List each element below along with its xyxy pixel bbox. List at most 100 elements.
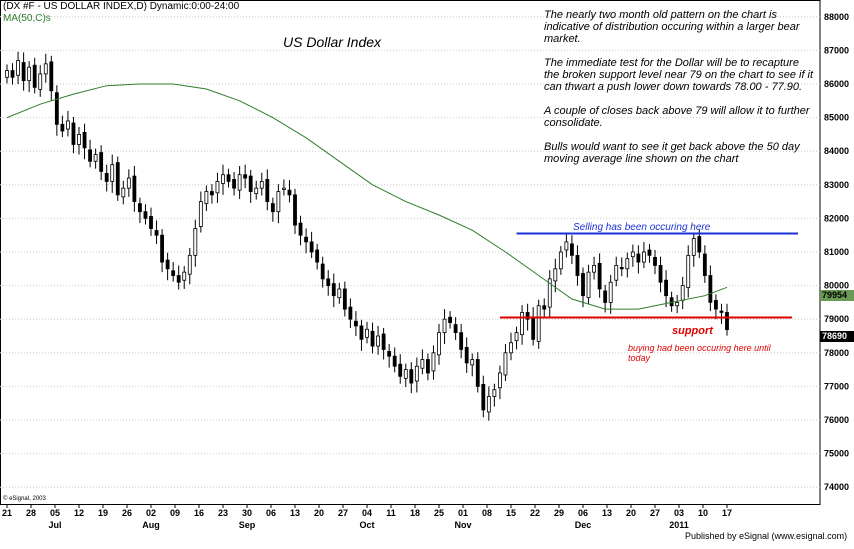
y-tick-label: 78000 <box>824 348 849 358</box>
x-tick-label: 13 <box>602 508 612 518</box>
y-tick-label: 81000 <box>824 247 849 257</box>
x-tick-label: 18 <box>410 508 420 518</box>
candle-body <box>348 306 353 320</box>
y-tick-label: 86000 <box>824 79 849 89</box>
x-tick-label: 28 <box>26 508 36 518</box>
candle-body <box>226 174 231 182</box>
candle-body <box>126 177 131 189</box>
candle-body <box>381 333 386 350</box>
candle-body <box>326 278 331 287</box>
candle-body <box>686 254 691 289</box>
commentary-text: The nearly two month old pattern on the … <box>544 9 814 177</box>
candle-body <box>702 253 707 276</box>
candle-body <box>459 332 464 350</box>
x-tick-label: 13 <box>290 508 300 518</box>
candle-body <box>82 131 87 149</box>
candle-body <box>182 271 187 281</box>
candle-body <box>49 61 54 92</box>
candle-body <box>409 369 414 384</box>
candle-body <box>88 149 92 162</box>
candle-body <box>475 359 480 387</box>
candle-body <box>337 288 342 299</box>
candle-body <box>243 174 248 179</box>
month-label: Sep <box>239 520 256 530</box>
candle-body <box>680 285 685 301</box>
candle-body <box>132 175 137 202</box>
x-tick-label: 20 <box>314 508 324 518</box>
commentary-paragraph: The nearly two month old pattern on the … <box>544 9 800 45</box>
candle-body <box>54 92 59 125</box>
x-tick-label: 26 <box>122 508 132 518</box>
candle-body <box>237 174 242 191</box>
support-annotation: support <box>672 325 713 337</box>
candle-body <box>359 325 364 340</box>
candle-body <box>315 249 320 263</box>
candle-body <box>592 265 596 273</box>
candle-body <box>104 172 109 182</box>
candle-body <box>486 396 491 413</box>
candle-body <box>387 351 392 357</box>
candle-body <box>464 347 469 364</box>
x-tick-label: 27 <box>338 508 348 518</box>
x-tick-label: 30 <box>242 508 252 518</box>
candle-body <box>564 241 569 251</box>
month-label: Aug <box>142 520 160 530</box>
x-tick-label: 16 <box>194 508 204 518</box>
x-tick-label: 08 <box>482 508 492 518</box>
x-tick-label: 06 <box>578 508 588 518</box>
candle-body <box>71 122 76 145</box>
candle-body <box>448 316 452 323</box>
candle-body <box>664 279 668 297</box>
candle-body <box>66 120 70 130</box>
candle-body <box>38 73 43 90</box>
candle-body <box>392 355 397 367</box>
candle-body <box>642 251 646 263</box>
y-tick-label: 85000 <box>824 113 849 123</box>
month-label: 2011 <box>669 520 689 530</box>
y-tick-label: 88000 <box>824 12 849 22</box>
candle-body <box>586 271 591 299</box>
candle-body <box>575 254 580 276</box>
candle-body <box>558 251 563 270</box>
x-tick-label: 17 <box>722 508 732 518</box>
x-tick-label: 25 <box>434 508 444 518</box>
y-tick-label: 80000 <box>824 281 849 291</box>
candle-body <box>210 191 214 196</box>
candle-body <box>708 275 713 303</box>
month-label: Nov <box>454 520 471 530</box>
candle-body <box>398 363 403 377</box>
candle-body <box>304 236 308 243</box>
x-tick-label: 05 <box>50 508 60 518</box>
ma-price-tag: 79954 <box>820 290 854 301</box>
commentary-paragraph: The immediate test for the Dollar will b… <box>544 57 814 93</box>
candle-body <box>270 203 275 213</box>
month-label: Oct <box>359 520 374 530</box>
x-tick-label: 01 <box>458 508 468 518</box>
y-tick-label: 76000 <box>824 415 849 425</box>
candle-body <box>653 256 657 266</box>
candle-body <box>365 328 369 338</box>
y-tick-label: 87000 <box>824 45 849 55</box>
candle-body <box>77 133 81 145</box>
x-tick-label: 19 <box>98 508 108 518</box>
candle-body <box>21 62 26 82</box>
candle-body <box>636 253 641 263</box>
candle-body <box>93 154 98 162</box>
candle-body <box>630 251 635 258</box>
candle-body <box>426 359 430 374</box>
x-tick-label: 15 <box>506 508 516 518</box>
candle-body <box>647 249 652 256</box>
candle-body <box>138 203 142 213</box>
x-tick-label: 29 <box>554 508 564 518</box>
candle-body <box>603 290 608 303</box>
x-tick-label: 21 <box>2 508 12 518</box>
candle-body <box>619 267 624 270</box>
x-tick-label: 10 <box>698 508 708 518</box>
x-tick-label: 06 <box>266 508 276 518</box>
candle-body <box>320 263 325 280</box>
candle-body <box>719 310 724 313</box>
candle-body <box>614 265 619 281</box>
candle-body <box>16 60 20 76</box>
